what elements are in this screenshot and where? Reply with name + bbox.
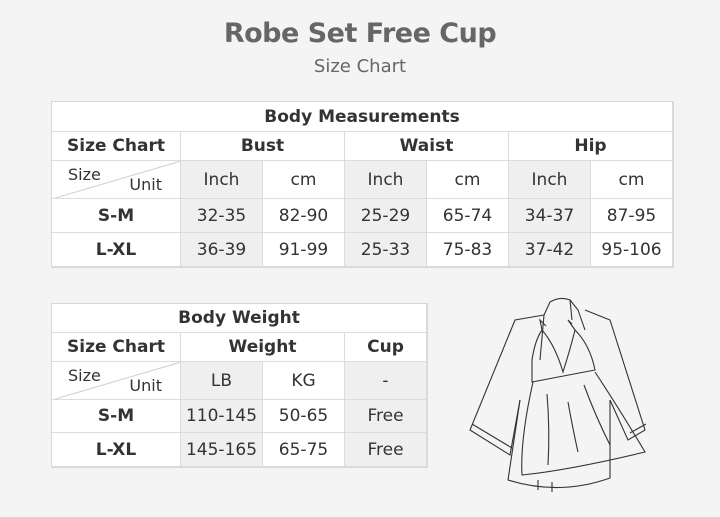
value-cell: 36-39 [181,233,263,267]
size-label-cell: L-XL [52,233,181,267]
value-cell: 82-90 [263,199,345,233]
unit-header: KG [263,362,345,400]
size-label-cell: S-M [52,400,181,433]
value-cell: 25-29 [345,199,427,233]
value-cell: 87-95 [591,199,673,233]
group-header: Weight [181,333,345,362]
value-cell: 34-37 [509,199,591,233]
table-title: Body Weight [52,304,427,333]
value-cell: Free [345,400,427,433]
value-cell: 50-65 [263,400,345,433]
value-cell: 91-99 [263,233,345,267]
value-cell: 65-75 [263,433,345,467]
value-cell: 145-165 [181,433,263,467]
size-label: Size [68,165,101,184]
unit-header: LB [181,362,263,400]
value-cell: 75-83 [427,233,509,267]
value-cell: 32-35 [181,199,263,233]
unit-header: cm [427,161,509,199]
value-cell: 95-106 [591,233,673,267]
page-subtitle: Size Chart [313,56,407,77]
unit-header: cm [591,161,673,199]
group-header: Bust [181,132,345,161]
unit-label: Unit [129,175,162,194]
unit-header: Inch [509,161,591,199]
value-cell: 110-145 [181,400,263,433]
group-header: Waist [345,132,509,161]
body-measurements-table: Body Measurements Size Chart Bust Waist Hip … [51,101,674,268]
size-label-cell: S-M [52,199,181,233]
unit-header: - [345,362,427,400]
size-unit-corner-cell: Size Unit [52,161,181,199]
value-cell: Free [345,433,427,467]
size-chart-header: Size Chart [52,132,181,161]
page-title: Robe Set Free Cup [223,18,497,49]
value-cell: 37-42 [509,233,591,267]
unit-label: Unit [129,376,162,395]
unit-header: Inch [181,161,263,199]
size-unit-corner-cell: Size Unit [52,362,181,400]
size-chart-header: Size Chart [52,333,181,362]
robe-illustration-icon [469,297,647,492]
size-label-cell: L-XL [52,433,181,467]
diagonal-divider [53,161,180,198]
table-title: Body Measurements [52,102,673,132]
group-header: Hip [509,132,673,161]
size-label: Size [68,366,101,385]
diagonal-divider [53,362,180,399]
unit-header: Inch [345,161,427,199]
body-weight-table: Body Weight Size Chart Weight Cup Size Unit… [51,303,428,468]
value-cell: 25-33 [345,233,427,267]
unit-header: cm [263,161,345,199]
group-header: Cup [345,333,427,362]
value-cell: 65-74 [427,199,509,233]
